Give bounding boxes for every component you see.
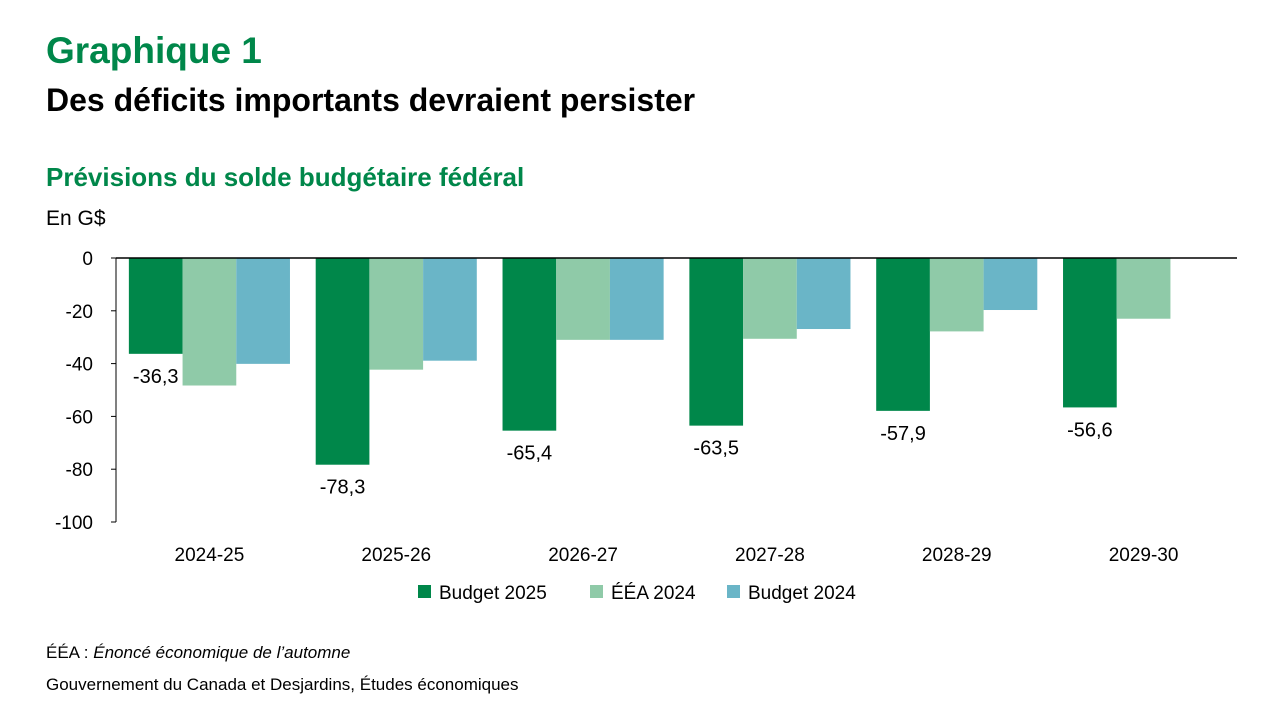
bar-ééa-2024 bbox=[743, 258, 797, 339]
x-tick-label: 2028-29 bbox=[922, 545, 992, 566]
y-tick-label: -20 bbox=[66, 302, 93, 323]
y-tick-label: -80 bbox=[66, 460, 93, 481]
bar-budget-2024 bbox=[796, 258, 851, 330]
chart-kicker: Graphique 1 bbox=[46, 30, 262, 71]
data-label: -57,9 bbox=[880, 423, 926, 445]
bar-ééa-2024 bbox=[556, 258, 610, 340]
bar-ééa-2024 bbox=[369, 258, 424, 370]
x-tick-label: 2029-30 bbox=[1109, 545, 1179, 566]
bar-budget-2025 bbox=[1063, 258, 1117, 408]
legend-label: Budget 2024 bbox=[748, 583, 856, 604]
footnote-definition: Énoncé économique de l’automne bbox=[93, 643, 351, 662]
bar-ééa-2024 bbox=[182, 258, 237, 386]
data-label: -63,5 bbox=[693, 438, 739, 460]
x-tick-label: 2025-26 bbox=[361, 545, 431, 566]
x-tick-label: 2027-28 bbox=[735, 545, 805, 566]
y-tick-label: 0 bbox=[82, 249, 93, 270]
footnote: ÉÉA : Énoncé économique de l’automne bbox=[46, 643, 350, 663]
y-tick-label: -60 bbox=[66, 407, 93, 428]
data-label: -78,3 bbox=[320, 477, 366, 499]
chart-headline: Des déficits importants devraient persis… bbox=[46, 82, 696, 118]
footnote-prefix: ÉÉA : bbox=[46, 643, 94, 662]
bar-budget-2025 bbox=[689, 258, 744, 426]
chart-title: Prévisions du solde budgétaire fédéral bbox=[46, 162, 525, 192]
bar-budget-2025 bbox=[128, 258, 183, 354]
legend-label: Budget 2025 bbox=[439, 583, 547, 604]
y-tick-label: -100 bbox=[55, 513, 93, 534]
bar-ééa-2024 bbox=[929, 258, 984, 332]
source-note: Gouvernement du Canada et Desjardins, Ét… bbox=[46, 675, 519, 694]
x-tick-label: 2024-25 bbox=[175, 545, 245, 566]
bar-budget-2025 bbox=[502, 258, 557, 431]
bar-budget-2025 bbox=[315, 258, 370, 465]
bar-ééa-2024 bbox=[1116, 258, 1171, 319]
legend-swatch bbox=[590, 585, 603, 598]
y-tick-label: -40 bbox=[66, 355, 93, 376]
data-label: -65,4 bbox=[507, 443, 553, 465]
bar-budget-2024 bbox=[423, 258, 477, 361]
data-label: -36,3 bbox=[133, 366, 179, 388]
bar-budget-2024 bbox=[236, 258, 290, 364]
legend-label: ÉÉA 2024 bbox=[611, 583, 696, 604]
data-label: -56,6 bbox=[1067, 419, 1113, 441]
legend-swatch bbox=[418, 585, 431, 598]
bar-budget-2024 bbox=[609, 258, 664, 340]
x-tick-label: 2026-27 bbox=[548, 545, 618, 566]
bar-budget-2024 bbox=[983, 258, 1038, 311]
y-axis-label: En G$ bbox=[46, 207, 106, 230]
bar-budget-2025 bbox=[876, 258, 930, 411]
legend-swatch bbox=[727, 585, 740, 598]
